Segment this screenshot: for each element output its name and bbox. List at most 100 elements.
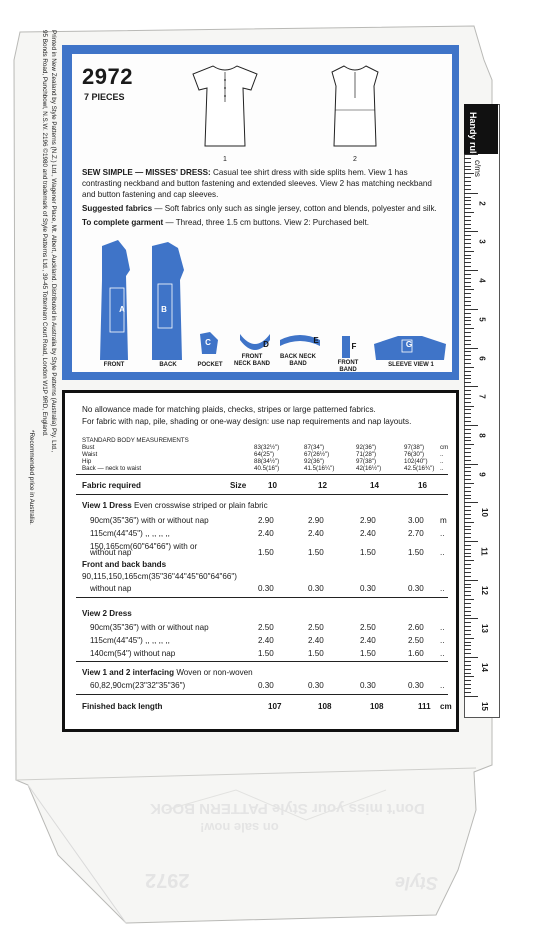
ruler-tick [464,660,471,662]
piece-sleeve-shape [374,336,446,360]
ruler-tick [464,455,471,457]
ruler-tick [464,270,478,272]
ruler-tick [464,390,471,392]
ruler-tick [464,664,471,666]
view2-heading: View 2 Dress [82,609,132,618]
finished-unit: cm [440,702,452,711]
ruler-tick [464,173,474,175]
measurement-unit: .. [440,458,444,465]
ruler-tick [464,308,478,310]
measurement-value: 64(25") [254,451,275,458]
ruler-number: 4 [477,278,487,283]
piece-back-shape [152,242,184,360]
ruler-tick [464,335,471,337]
ruler-tick [464,393,471,395]
measurement-value: 97(38") [404,444,425,451]
ruler-tick [464,513,471,515]
handy-rule-header [464,104,498,154]
ruler-tick [464,498,471,500]
ruler-tick [464,386,478,388]
row-value: 3.00 [408,516,424,525]
measurement-label: Waist [82,451,98,458]
measurement-value: 42(16½") [356,465,382,472]
row-value: 2.50 [408,636,424,645]
measurement-value: 88(34½") [254,458,280,465]
row-value: 0.30 [308,584,324,593]
ruler-tick [464,587,471,589]
ruler-tick [464,482,474,484]
ruler-tick [464,421,471,423]
ruler-tick [464,451,471,453]
ruler-tick [464,184,471,186]
ruler-tick [464,154,478,155]
ruler-tick [464,378,471,380]
row-value: 0.30 [360,681,376,690]
row-label: 90cm(35"36") with or without nap [90,516,209,525]
row-value: 1.50 [258,649,274,658]
divider [76,474,448,475]
finished-value: 111 [418,702,431,711]
ruler-tick [464,610,471,612]
ruler-tick [464,548,471,550]
row-value: 2.40 [258,636,274,645]
imprint-line-2: 95 Bonds Road, Punchbowl, N.S.W. 2196 ©1… [41,30,48,437]
ruler-number: 7 [477,394,487,399]
ruler-number: 12 [479,585,489,595]
piece-e-label: BACK NECK BAND [280,354,316,367]
ruler-number: 13 [479,624,489,634]
ruler-tick [464,332,471,334]
fabric-table [62,390,459,732]
ruler-tick [464,401,471,403]
row-label: 60,82,90cm(23"32"35"36") [90,681,186,690]
ruler-tick [464,688,471,690]
ruler-tick [464,293,471,295]
ruler-tick [464,320,471,322]
ruler-tick [464,196,471,198]
ruler-tick [464,622,471,624]
ruler-tick [464,529,471,531]
row-label: 90cm(35"36") with or without nap [90,623,209,632]
piece-d-label: FRONT NECK BAND [234,354,270,367]
interfacing-heading: View 1 and 2 interfacing [82,668,175,677]
ruler-tick [464,564,471,566]
ruler-tick [464,657,478,659]
ruler-number: 5 [477,317,487,322]
view-1-number: 1 [223,156,227,163]
piece-b-letter: B [161,305,167,314]
ruler-tick [464,424,478,426]
finished-value: 107 [268,702,282,711]
bands-sub: 90,115,150,165cm(35"36"44"45"60"64"66") [82,572,237,581]
size-header: 12 [318,481,328,490]
measurement-unit: .. [440,451,444,458]
pattern-number: 2972 [82,64,133,89]
ruler-tick [464,262,471,264]
ruler-tick [464,541,478,542]
row-value: 0.30 [308,681,324,690]
measurement-value: 42.5(16¾") [404,465,435,472]
ruler-tick [464,544,471,546]
row-value: 1.50 [308,548,324,557]
row-value: 0.30 [258,584,274,593]
garment-text: — Thread, three 1.5 cm buttons. View 2: … [165,218,370,227]
description-heading: SEW SIMPLE — MISSES' DRESS: [82,168,211,177]
row-value: 2.50 [258,623,274,632]
ruler-tick [464,301,471,303]
row-value: 0.30 [408,584,424,593]
ruler-tick [464,366,474,368]
measurement-unit: cm [440,444,449,451]
ruler-tick [464,362,471,364]
printer-imprint: Printed in New Zealand by Style Patterns… [40,30,58,650]
ruler-tick [464,258,471,260]
row-value: 2.90 [360,516,376,525]
ruler-tick [464,328,474,330]
ruler-tick [464,436,471,438]
row-unit: .. [440,636,445,645]
interfacing-sub: Woven or non-woven [176,668,253,677]
row-value: 0.30 [408,681,424,690]
measurement-value: 71(28") [356,451,377,458]
ruler-tick [464,165,471,167]
ruler-tick [464,440,471,442]
ruler-tick [464,312,471,314]
ruler-tick [464,637,474,639]
piece-front-neck-band-shape [240,334,270,350]
